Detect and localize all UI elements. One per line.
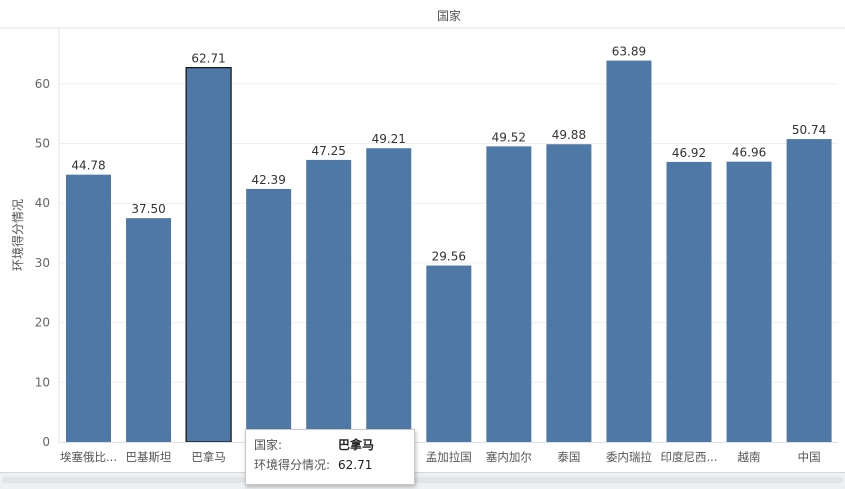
bar-value-label-3: 62.71	[191, 52, 225, 66]
horizontal-scrollbar[interactable]	[0, 472, 845, 489]
x-category-label-9: 泰国	[557, 450, 580, 464]
bar-value-label-6: 49.21	[372, 132, 406, 146]
y-tick-label-60: 60	[35, 77, 50, 91]
y-tick-label-10: 10	[35, 375, 50, 389]
bar-value-label-4: 42.39	[251, 173, 285, 187]
bar-9[interactable]	[546, 144, 592, 442]
bar-2[interactable]	[126, 218, 172, 442]
x-category-label-12: 越南	[738, 450, 761, 464]
bar-value-label-5: 47.25	[312, 144, 346, 158]
bar-value-label-1: 44.78	[71, 159, 105, 173]
bar-4[interactable]	[246, 188, 292, 442]
bar-value-label-10: 63.89	[612, 45, 646, 59]
chart-title: 国家	[437, 8, 461, 23]
tooltip-country-key: 国家:	[254, 438, 283, 452]
tooltip-country-row: 国家: 巴拿马	[254, 436, 406, 456]
y-tick-label-30: 30	[35, 256, 50, 270]
tooltip: 国家: 巴拿马 环境得分情况: 62.71	[245, 429, 415, 485]
x-category-label-2: 巴基斯坦	[126, 450, 172, 464]
bar-11[interactable]	[666, 161, 712, 442]
x-category-label-3: 巴拿马	[191, 450, 226, 464]
tooltip-score-key: 环境得分情况:	[254, 458, 331, 472]
bar-7[interactable]	[426, 265, 472, 442]
x-category-label-7: 孟加拉国	[426, 450, 472, 464]
bar-8[interactable]	[486, 146, 532, 442]
x-category-label-11: 印度尼西...	[661, 450, 718, 464]
bar-12[interactable]	[726, 161, 772, 442]
bar-value-label-7: 29.56	[432, 250, 466, 264]
tooltip-country-value: 巴拿马	[338, 438, 375, 452]
bar-10[interactable]	[606, 60, 652, 443]
tooltip-score-value: 62.71	[338, 458, 373, 472]
bar-value-label-12: 46.96	[732, 146, 766, 160]
bar-6[interactable]	[366, 148, 412, 442]
bar-13[interactable]	[786, 139, 832, 442]
x-category-label-13: 中国	[798, 450, 821, 464]
x-category-label-10: 委内瑞拉	[606, 450, 652, 464]
bar-value-label-11: 46.92	[672, 146, 706, 160]
y-tick-label-50: 50	[35, 137, 50, 151]
y-tick-label-40: 40	[35, 196, 50, 210]
bar-value-label-13: 50.74	[792, 123, 826, 137]
bar-value-label-9: 49.88	[552, 128, 586, 142]
tooltip-score-row: 环境得分情况: 62.71	[254, 456, 406, 476]
bar-value-label-2: 37.50	[131, 202, 165, 216]
y-tick-label-0: 0	[42, 435, 50, 449]
bar-5[interactable]	[306, 159, 352, 443]
bar-value-label-8: 49.52	[492, 130, 526, 144]
bar-3[interactable]	[185, 67, 232, 443]
bar-1[interactable]	[66, 174, 111, 443]
x-category-label-8: 塞内加尔	[486, 450, 532, 464]
scrollbar-track[interactable]	[2, 477, 843, 483]
x-category-label-1: 埃塞俄比...	[60, 450, 117, 464]
y-axis-label: 环境得分情况	[10, 199, 25, 271]
y-tick-label-20: 20	[35, 316, 50, 330]
